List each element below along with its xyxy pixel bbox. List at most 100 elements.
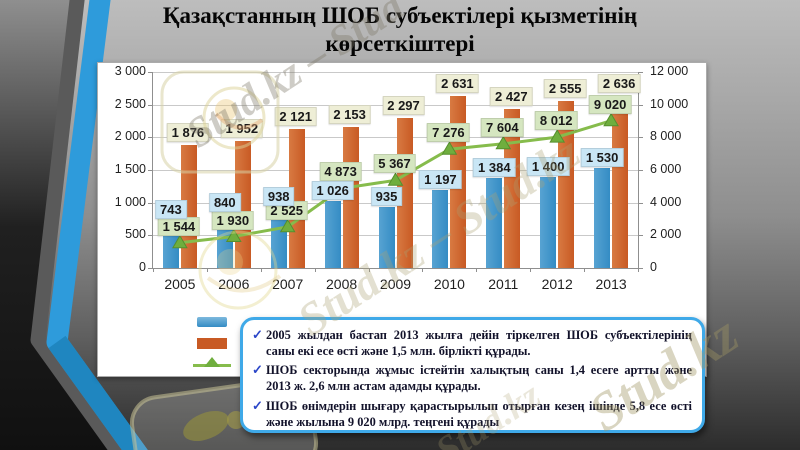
note-text: ШОБ секторында жұмыс істейтін халықтың с… — [266, 363, 692, 394]
blue-bar — [540, 176, 557, 268]
blue-bar-value-label: 1 384 — [473, 157, 516, 177]
orange-bar — [558, 101, 575, 268]
blue-bar — [324, 201, 341, 268]
left-axis-tick-label: 1 500 — [114, 162, 146, 176]
x-axis-year-label: 2012 — [541, 276, 573, 292]
slide-title: Қазақстанның ШОБ субъектілері қызметінің… — [10, 2, 790, 58]
line-value-label: 8 012 — [534, 111, 578, 131]
left-axis-tick — [148, 268, 153, 269]
right-axis-tick-label: 10 000 — [650, 96, 689, 111]
line-value-label: 1 930 — [211, 210, 255, 230]
x-axis-year-label: 2013 — [595, 276, 627, 292]
blue-bar-value-label: 1 400 — [526, 156, 570, 176]
dark-corner-shape — [0, 0, 119, 450]
note-item: ✓ 2005 жылдан бастап 2013 жылға дейін ті… — [252, 327, 692, 359]
legend-blue-bar-swatch — [197, 317, 227, 327]
slide-title-line1: Қазақстанның ШОБ субъектілері қызметінің — [162, 3, 638, 28]
note-item: ✓ ШОБ өнімдерін шығару қарастырылып отыр… — [252, 398, 692, 430]
note-text: 2005 жылдан бастап 2013 жылға дейін тірк… — [266, 328, 692, 359]
x-axis-year-label: 2008 — [326, 276, 358, 292]
right-axis-tick — [638, 202, 643, 204]
left-axis-tick-label: 1 000 — [114, 194, 146, 209]
blue-bar-value-label: 1 026 — [311, 181, 354, 200]
right-axis-tick — [638, 235, 643, 237]
x-axis-year-label: 2007 — [272, 276, 304, 292]
left-axis-tick-label: 2 500 — [114, 96, 146, 111]
left-axis-tick — [148, 104, 153, 106]
x-axis-tick — [260, 268, 262, 272]
orange-bar-value-label: 2 297 — [382, 95, 425, 115]
right-axis-tick-label: 0 — [650, 260, 657, 274]
blue-bar — [594, 168, 611, 268]
blue-bar-value-label: 938 — [262, 186, 295, 206]
x-axis-tick — [530, 268, 532, 272]
orange-bar-value-label: 1 952 — [220, 118, 264, 138]
blue-bar-value-label: 1 530 — [580, 148, 624, 167]
orange-bar — [612, 95, 629, 268]
right-axis-tick-label: 4 000 — [650, 194, 682, 209]
right-axis-tick — [638, 268, 643, 269]
line-value-label: 7 604 — [481, 117, 524, 137]
x-axis-line — [153, 268, 638, 269]
line-value-label: 7 276 — [427, 123, 470, 143]
triangle-marker — [441, 141, 458, 155]
triangle-marker — [387, 172, 404, 186]
triangle-marker — [279, 218, 296, 233]
x-axis-tick — [368, 268, 370, 272]
orange-bar-value-label: 2 636 — [597, 73, 641, 93]
blue-bar — [270, 206, 287, 268]
x-axis-year-label: 2006 — [218, 276, 250, 292]
triangle-marker — [603, 112, 619, 127]
orange-bar — [180, 145, 197, 268]
right-axis-tick — [638, 104, 643, 106]
right-axis-tick-label: 6 000 — [650, 162, 682, 176]
blue-bar — [432, 189, 449, 268]
orange-bar-value-label: 2 427 — [490, 87, 533, 107]
x-axis-year-label: 2005 — [164, 276, 196, 292]
x-axis-year-label: 2009 — [379, 276, 412, 292]
gridline — [153, 235, 638, 237]
blue-bar-value-label: 935 — [370, 186, 403, 206]
left-axis-tick-label: 3 000 — [114, 64, 146, 78]
line-value-label: 9 020 — [588, 94, 632, 114]
left-axis-tick — [148, 202, 153, 204]
x-axis-tick — [638, 268, 639, 272]
notes-box: ✓ 2005 жылдан бастап 2013 жылға дейін ті… — [240, 317, 705, 433]
line-value-label: 4 873 — [319, 162, 362, 182]
line-value-label: 5 367 — [373, 154, 416, 174]
left-accent-decoration — [0, 0, 148, 450]
x-axis-tick — [153, 268, 154, 272]
blue-bar — [378, 206, 395, 268]
left-axis-tick — [148, 137, 153, 139]
orange-bar-value-label: 2 121 — [274, 107, 317, 127]
check-icon: ✓ — [252, 397, 263, 413]
left-axis-tick-label: 0 — [139, 260, 146, 274]
x-axis-tick — [314, 268, 316, 272]
line-value-label: 1 544 — [157, 216, 201, 236]
legend-triangle-marker — [204, 357, 220, 367]
gridline — [153, 72, 638, 73]
right-axis-tick-label: 8 000 — [650, 129, 682, 144]
left-axis-tick-label: 2 000 — [114, 129, 146, 144]
orange-bar-value-label: 2 555 — [543, 79, 587, 99]
blue-bar-value-label: 840 — [208, 193, 241, 213]
note-item: ✓ ШОБ секторында жұмыс істейтін халықтың… — [252, 362, 692, 394]
right-axis-line — [638, 72, 639, 268]
x-axis-tick — [584, 268, 586, 272]
note-text: ШОБ өнімдерін шығару қарастырылып отырға… — [266, 398, 692, 429]
triangle-marker — [495, 135, 512, 150]
x-axis-tick — [422, 268, 424, 272]
left-axis-line — [152, 72, 153, 268]
blue-stripe-lower — [48, 335, 148, 450]
blue-bar-value-label: 1 197 — [419, 169, 462, 189]
orange-bar-value-label: 2 631 — [436, 74, 479, 94]
blue-bar-value-label: 743 — [155, 199, 187, 219]
left-axis-tick — [148, 170, 153, 171]
right-axis-tick-label: 12 000 — [650, 64, 689, 78]
legend-orange-bar-swatch — [197, 338, 227, 349]
left-axis-tick — [148, 235, 153, 237]
gray-stripe — [30, 0, 127, 450]
x-axis-year-label: 2010 — [433, 276, 465, 292]
triangle-marker — [172, 234, 188, 249]
orange-bar — [288, 129, 305, 268]
